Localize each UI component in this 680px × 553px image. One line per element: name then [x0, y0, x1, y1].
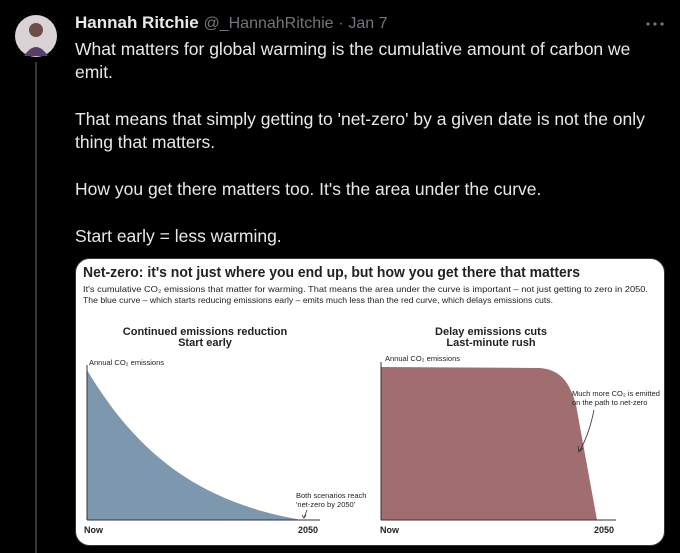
handle[interactable]: @_HannahRitchie	[203, 15, 334, 32]
tweet-text: What matters for global warming is the c…	[75, 38, 660, 272]
panel-title: Delay emissions cuts	[435, 326, 547, 338]
emissions-area	[87, 370, 302, 520]
date[interactable]: Jan 7	[348, 15, 388, 32]
arrow	[577, 409, 595, 453]
x-end: 2050	[298, 525, 318, 535]
annotation: on the path to net-zero	[572, 398, 647, 407]
image-subtitle: It's cumulative CO₂ emissions that matte…	[83, 284, 648, 294]
tweet-image[interactable]: Net-zero: it's not just where you end up…	[75, 258, 665, 546]
x-start: Now	[380, 525, 400, 535]
annotation: Much more CO₂ is emitted	[572, 389, 660, 398]
paragraph: Start early = less warming.	[75, 226, 282, 246]
emissions-area	[381, 367, 597, 520]
image-subtitle: The blue curve – which starts reducing e…	[83, 295, 553, 305]
arrow	[301, 509, 308, 519]
separator: ·	[338, 15, 344, 32]
paragraph: That means that simply getting to 'net-z…	[75, 109, 645, 152]
author[interactable]: Hannah Ritchie	[75, 13, 199, 32]
panel-title: Continued emissions reduction	[123, 326, 288, 338]
paragraph: How you get there matters too. It's the …	[75, 179, 542, 199]
panel-title: Start early	[178, 337, 233, 349]
annotation: Both scenarios reach	[296, 491, 366, 500]
x-start: Now	[84, 525, 104, 535]
tweet-header: Hannah Ritchie @_HannahRitchie · Jan 7	[75, 13, 388, 33]
avatar-body	[24, 47, 48, 56]
avatar-face	[29, 23, 43, 37]
image-title: Net-zero: it's not just where you end up…	[83, 264, 580, 281]
x-end: 2050	[594, 525, 614, 535]
y-label: Annual CO₂ emissions	[89, 358, 164, 367]
panel-title: Last-minute rush	[446, 337, 536, 349]
paragraph: What matters for global warming is the c…	[75, 39, 631, 82]
more-icon[interactable]	[646, 22, 664, 26]
y-label: Annual CO₂ emissions	[385, 354, 460, 363]
annotation: 'net-zero by 2050'	[296, 500, 356, 509]
